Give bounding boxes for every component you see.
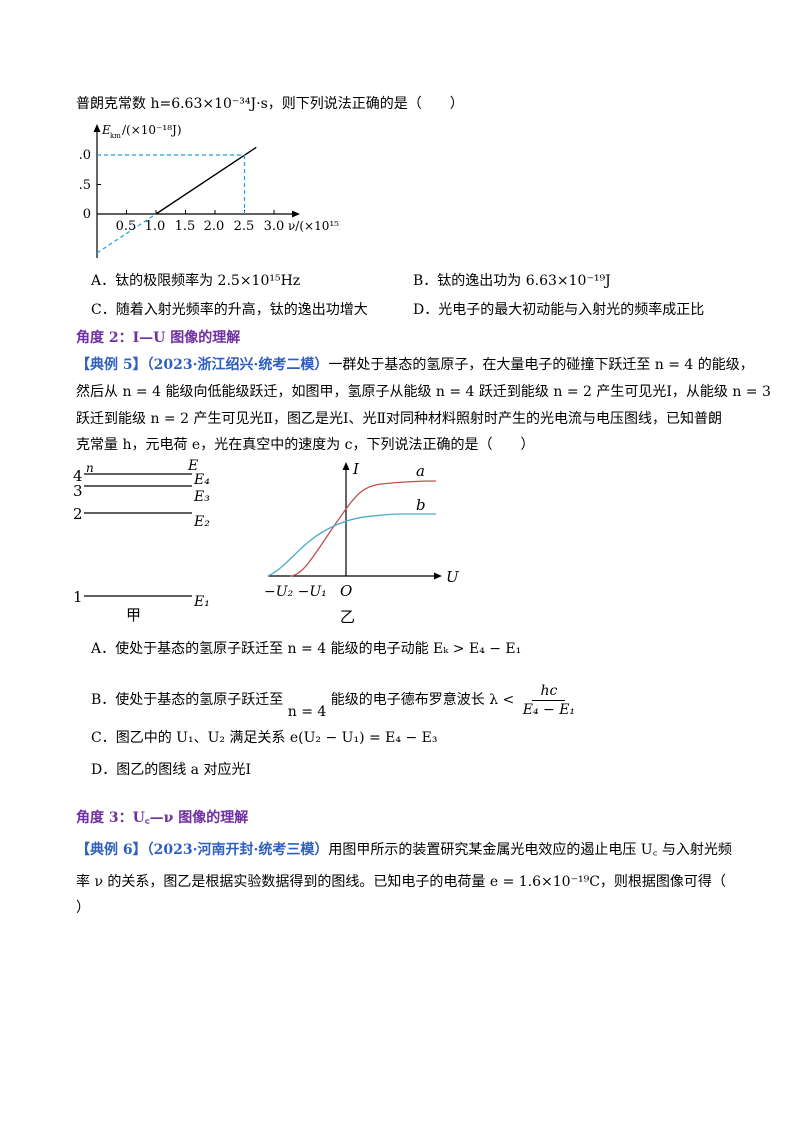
fraction: hc E₄ − E₁ <box>519 682 579 719</box>
figure-caption-yi: 乙 <box>340 608 355 626</box>
y-axis-subscript: km <box>110 132 121 140</box>
option-c: C．随着入射光频率的升高，钛的逸出功增大 <box>91 302 368 318</box>
y-tick-label: 0.5 <box>80 178 91 193</box>
example-5-line-3: 跃迁到能级 n = 2 产生可见光Ⅱ，图乙是光Ⅰ、光Ⅱ对同种材料照射时产生的光电… <box>76 411 723 427</box>
n-label: n <box>86 461 94 475</box>
x-tick-label: 2.5 <box>234 219 255 234</box>
example-6-tag: 【典例 6】（2023·河南开封·统考三模） <box>76 842 329 858</box>
x-tick-label: 2.0 <box>204 219 225 234</box>
y-tick-label: 1.0 <box>80 148 91 163</box>
x-tick-label: 0.5 <box>116 219 137 234</box>
option-b-text-2: 能级的电子德布罗意波长 λ < <box>330 692 515 708</box>
example-5-line-4: 克常量 h，元电荷 e，光在真空中的速度为 c，下列说法正确的是（ ） <box>76 437 535 453</box>
level-energy: E₄ <box>193 472 210 488</box>
extrapolation-line <box>96 213 157 254</box>
level-number: 2 <box>73 505 83 523</box>
series-line <box>155 146 257 215</box>
y-tick-label: 0 <box>83 207 91 222</box>
curve-a-label: a <box>416 462 425 480</box>
level-energy: E₃ <box>193 489 210 505</box>
option-c: C．图乙中的 U₁、U₂ 满足关系 e(U₂ − U₁) = E₄ − E₃ <box>91 730 438 746</box>
u-axis-label: U <box>446 568 460 586</box>
fraction-numerator: hc <box>532 682 566 701</box>
level-number: 3 <box>73 482 83 500</box>
figure-ekm-vs-frequency: E km /(×10⁻¹⁸J) 1.0 0.5 0 0.5 1.0 1.5 2.… <box>80 123 340 258</box>
example-5-line-1: 【典例 5】（2023·浙江绍兴·统考二模）一群处于基态的氢原子，在大量电子的碰… <box>76 355 754 375</box>
level-energy: E₁ <box>193 594 210 610</box>
curve-a <box>289 480 437 577</box>
origin-label: O <box>340 582 352 600</box>
figure-caption-jia: 甲 <box>126 606 141 624</box>
option-d: D．光电子的最大初动能与入射光的频率成正比 <box>413 302 705 318</box>
i-axis-arrow <box>342 462 350 470</box>
example-5-text: 一群处于基态的氢原子，在大量电子的碰撞下跃迁至 n = 4 的能级， <box>328 357 754 373</box>
example-6-line-1: 【典例 6】（2023·河南开封·统考三模）用图甲所示的装置研究某金属光电效应的… <box>76 840 732 860</box>
y-axis-unit: /(×10⁻¹⁸J) <box>122 123 182 137</box>
option-a: A．使处于基态的氢原子跃迁至 n = 4 能级的电子动能 Eₖ > E₄ − E… <box>91 641 522 657</box>
example-6-text: 用图甲所示的装置研究某金属光电效应的遏止电压 U꜀ 与入射光频 <box>328 842 732 858</box>
example-5-line-2: 然后从 n = 4 能级向低能级跃迁，如图甲，氢原子从能级 n = 4 跃迁到能… <box>76 384 771 400</box>
question-intro: 普朗克常数 h=6.63×10⁻³⁴J·s，则下列说法正确的是（ ） <box>76 96 464 112</box>
option-b-level: n = 4 <box>287 704 327 720</box>
section-heading-angle-2: 角度 2：I—U 图像的理解 <box>76 330 241 346</box>
figure-energy-levels: 4 n E E₄ 3 E₃ 2 E₂ 1 E₁ 甲 <box>73 458 210 624</box>
u-axis-arrow <box>434 572 442 580</box>
x-axis-arrow <box>292 210 300 218</box>
x-tick-label: 1.0 <box>145 219 166 234</box>
curve-b-label: b <box>416 496 426 514</box>
level-energy: E₂ <box>193 514 210 530</box>
example-6-line-3: ） <box>76 900 90 916</box>
y-axis-arrow <box>93 124 101 132</box>
level-number: 1 <box>73 588 83 606</box>
curve-b <box>267 513 436 577</box>
example-5-tag: 【典例 5】（2023·浙江绍兴·统考二模） <box>76 357 329 373</box>
level-number: 4 <box>73 467 83 485</box>
i-axis-label: I <box>352 460 360 478</box>
x-tick-label: 3.0 <box>264 219 285 234</box>
u-axis-ticks: −U₂ −U₁ <box>264 584 327 600</box>
example-6-line-2: 率 ν 的关系，图乙是根据实验数据得到的图线。已知电子的电荷量 e = 1.6×… <box>76 874 726 890</box>
option-d: D．图乙的图线 a 对应光Ⅰ <box>91 762 252 778</box>
x-tick-label: 1.5 <box>175 219 196 234</box>
option-b-text: B．使处于基态的氢原子跃迁至 <box>91 692 284 708</box>
option-b: B．钛的逸出功为 6.63×10⁻¹⁹J <box>413 273 611 289</box>
y-axis-symbol: E <box>101 123 111 137</box>
x-axis-label: ν/(×10¹⁵Hz) <box>288 219 340 233</box>
section-heading-angle-3: 角度 3：U꜀—ν 图像的理解 <box>76 810 249 826</box>
option-b: B．使处于基态的氢原子跃迁至 n = 4 能级的电子德布罗意波长 λ < hc … <box>91 680 579 732</box>
option-a: A．钛的极限频率为 2.5×10¹⁵Hz <box>91 273 301 289</box>
fraction-denominator: E₄ − E₁ <box>522 701 576 718</box>
figure-current-voltage: I a b U O −U₂ −U₁ 乙 <box>264 460 460 626</box>
e-label: E <box>187 458 198 474</box>
